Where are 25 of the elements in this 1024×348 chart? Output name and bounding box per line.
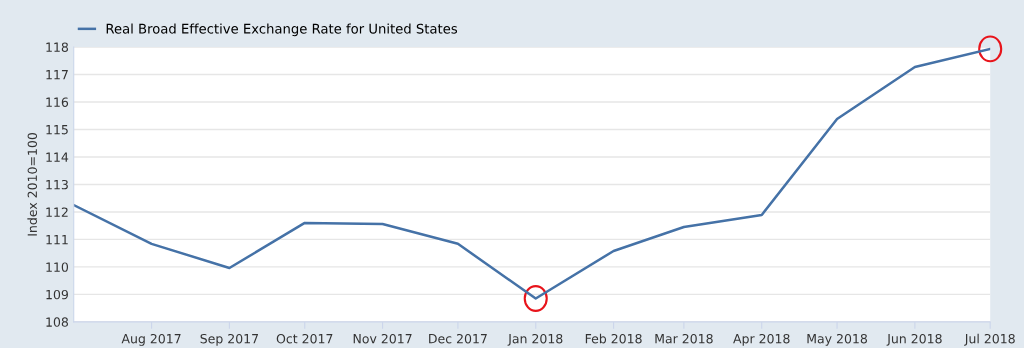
- x-tick-label: Jun 2018: [886, 333, 942, 346]
- y-tick-label: 116: [46, 97, 69, 107]
- y-tick-label: 111: [46, 235, 68, 245]
- x-tick-label: Dec 2017: [429, 333, 487, 344]
- x-tick-label: Mar 2018: [655, 333, 713, 344]
- y-tick-label: 117: [46, 70, 68, 80]
- y-tick-label: 109: [46, 289, 68, 300]
- y-tick-label: 118: [46, 42, 69, 52]
- y-axis-title: Index 2010=100: [27, 133, 38, 236]
- y-tick-label: 110: [46, 262, 69, 272]
- y-tick-label: 114: [46, 152, 69, 162]
- y-tick-label: 113: [46, 179, 68, 190]
- x-tick-label: Jul 2018: [964, 333, 1015, 346]
- y-tick-label: 112: [46, 207, 68, 217]
- x-tick-label: May 2018: [807, 333, 867, 346]
- x-tick-label: Sep 2017: [200, 333, 259, 346]
- x-tick-label: Aug 2017: [121, 333, 181, 346]
- y-tick-label: 115: [46, 125, 68, 135]
- x-tick-label: Apr 2018: [733, 333, 790, 346]
- y-tick-label: 108: [46, 317, 69, 327]
- x-tick-label: Oct 2017: [276, 333, 333, 344]
- x-tick-label: Nov 2017: [353, 333, 412, 344]
- x-tick-label: Feb 2018: [585, 333, 642, 344]
- legend-label: Real Broad Effective Exchange Rate for United States: [106, 23, 458, 37]
- x-tick-label: Jan 2018: [507, 333, 563, 346]
